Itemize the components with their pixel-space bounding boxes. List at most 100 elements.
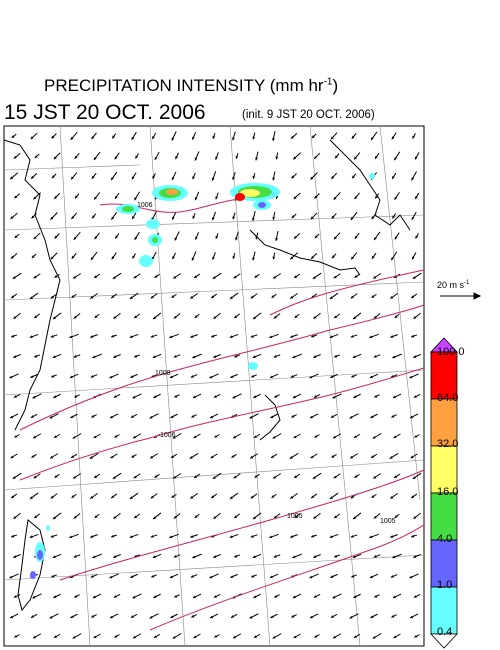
wind-vector-head <box>233 475 237 479</box>
wind-vector-head <box>149 615 153 619</box>
wind-vector-head <box>114 195 118 199</box>
wind-vector-head <box>354 475 358 478</box>
wind-vector-head <box>152 555 156 559</box>
wind-vector-head <box>291 614 295 618</box>
wind-vector-head <box>311 135 315 139</box>
valid-time: 15 JST 20 OCT. 2006 <box>4 101 206 124</box>
wind-vector-head <box>33 196 37 200</box>
wind-vector-head <box>410 615 414 619</box>
wind-vector-head <box>134 315 138 319</box>
wind-vector-head <box>90 575 94 578</box>
wind-vector-head <box>229 535 233 538</box>
wind-vector-head <box>230 375 234 378</box>
wind-vector-head <box>329 535 333 538</box>
wind-vector-head <box>331 215 335 219</box>
wind-vector-head <box>371 495 375 498</box>
wind-vector-head <box>133 435 137 439</box>
wind-vector-head <box>70 415 74 418</box>
wind-vector-head <box>291 414 295 418</box>
wind-vector-head <box>133 475 137 479</box>
wind-vector-head <box>369 375 373 379</box>
isobar-1006 <box>19 367 425 481</box>
wind-vector-head <box>113 355 117 358</box>
wind-vector-head <box>191 414 195 418</box>
wind-vector-head <box>209 375 213 379</box>
wind-vector-head <box>49 615 53 619</box>
wind-vector-head <box>374 237 377 241</box>
wind-vector-head <box>235 237 238 241</box>
wind-vector-head <box>93 635 97 638</box>
wind-vector-head <box>354 235 358 239</box>
wind-vector-head <box>169 575 173 579</box>
isobar-1008 <box>19 304 425 431</box>
wind-vector-head <box>332 595 336 599</box>
wind-vector-head <box>31 255 35 259</box>
wind-vector-field <box>9 130 422 639</box>
wind-vector-head <box>115 235 118 239</box>
wind-vector-head <box>12 476 16 479</box>
wind-vector-head <box>111 534 115 538</box>
wind-vector-head <box>71 216 75 220</box>
wind-vector-head <box>412 476 416 479</box>
colorbar-segment <box>430 445 458 494</box>
wind-vector-head <box>33 435 37 439</box>
wind-vector-head <box>394 475 398 478</box>
wind-vector-head <box>50 455 54 459</box>
wind-vector-head <box>90 375 94 378</box>
wind-vector-head <box>53 435 57 438</box>
wind-vector-head <box>313 355 317 358</box>
wind-vector-head <box>30 415 34 418</box>
wind-vector-head <box>11 534 15 538</box>
wind-vector-head <box>274 594 278 598</box>
wind-vector-head <box>135 155 139 159</box>
wind-vector-head <box>232 216 236 220</box>
wind-vector-head <box>272 138 275 141</box>
wind-vector-head <box>353 635 357 638</box>
wind-vector-head <box>293 156 297 160</box>
wind-vector-head <box>30 375 34 378</box>
wind-vector-head <box>292 395 296 399</box>
wind-vector-head <box>114 434 118 438</box>
wind-vector-head <box>29 296 33 299</box>
wind-vector-head <box>92 595 96 599</box>
wind-vector-head <box>275 238 278 241</box>
wind-vector-head <box>232 255 236 259</box>
wind-vector-head <box>250 534 254 538</box>
wind-vector-head <box>71 495 75 498</box>
wind-vector-head <box>13 595 17 598</box>
wind-vector-head <box>214 634 218 638</box>
wind-vector-head <box>253 516 257 520</box>
wind-vector-head <box>233 435 237 439</box>
wind-vector-head <box>314 434 318 438</box>
wind-vector-head <box>110 455 114 459</box>
wind-vector-head <box>111 177 114 181</box>
colorbar-label: 64.0 <box>437 392 459 404</box>
wind-vector-head <box>272 256 276 260</box>
wind-vector-head <box>411 534 415 538</box>
wind-vector-head <box>10 615 14 619</box>
wind-vector-head <box>110 415 114 419</box>
wind-vector-head <box>114 634 118 638</box>
wind-vector-head <box>354 196 358 200</box>
wind-vector-head <box>391 136 395 140</box>
colorbar-segment <box>430 398 458 447</box>
wind-vector-head <box>11 495 15 499</box>
wind-vector-head <box>255 157 258 161</box>
wind-vector-head <box>250 455 254 459</box>
wind-vector-head <box>74 155 78 159</box>
wind-vector-head <box>193 435 197 438</box>
wind-vector-head <box>254 275 258 278</box>
wind-vector-head <box>71 255 75 259</box>
wind-vector-head <box>73 236 77 240</box>
wind-vector-head <box>275 196 279 199</box>
wind-vector-head <box>32 395 36 399</box>
wind-vector-head <box>34 515 38 519</box>
wind-vector-head <box>173 354 177 358</box>
wind-vector-head <box>352 355 356 359</box>
wind-vector-head <box>354 275 358 278</box>
wind-vector-head <box>153 595 157 598</box>
wind-vector-head <box>390 535 394 538</box>
wind-vector-head <box>212 476 216 479</box>
wind-vector-head <box>53 635 57 638</box>
